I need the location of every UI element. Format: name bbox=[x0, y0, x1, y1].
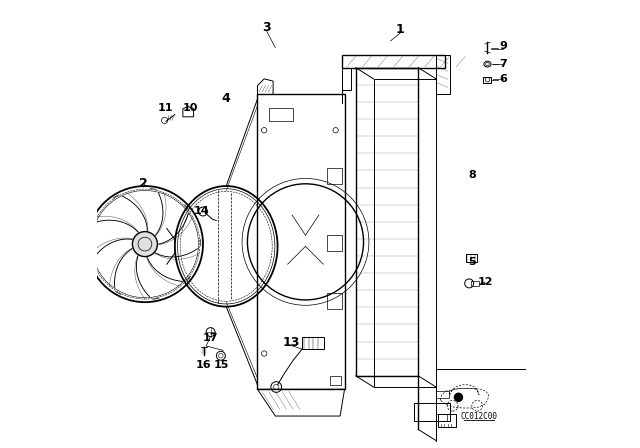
Circle shape bbox=[454, 393, 463, 401]
Text: 13: 13 bbox=[282, 336, 300, 349]
Text: 7: 7 bbox=[499, 59, 507, 69]
Bar bbox=[302, 336, 324, 349]
Text: 16: 16 bbox=[196, 360, 212, 370]
Text: 12: 12 bbox=[477, 277, 493, 287]
Bar bbox=[483, 77, 492, 83]
Bar bbox=[470, 281, 479, 286]
Bar bbox=[326, 168, 342, 184]
Text: 8: 8 bbox=[468, 170, 476, 180]
Bar bbox=[436, 414, 447, 421]
Text: 4: 4 bbox=[222, 92, 230, 105]
Circle shape bbox=[132, 232, 157, 257]
Bar bbox=[330, 376, 341, 385]
Text: 2: 2 bbox=[140, 177, 148, 190]
Text: CC012C00: CC012C00 bbox=[460, 413, 497, 422]
Text: 5: 5 bbox=[468, 257, 476, 267]
Text: 3: 3 bbox=[262, 21, 271, 34]
Bar bbox=[326, 235, 342, 251]
Bar bbox=[466, 254, 477, 262]
Text: 6: 6 bbox=[499, 74, 507, 84]
Text: 11: 11 bbox=[158, 103, 173, 113]
Bar bbox=[326, 293, 342, 309]
Text: 14: 14 bbox=[194, 206, 209, 215]
Text: 9: 9 bbox=[499, 41, 507, 51]
Bar bbox=[436, 392, 449, 398]
Text: 17: 17 bbox=[203, 333, 218, 343]
Text: 1: 1 bbox=[396, 23, 404, 36]
Text: 15: 15 bbox=[214, 360, 229, 370]
Bar bbox=[438, 414, 456, 427]
Text: 10: 10 bbox=[183, 103, 198, 113]
